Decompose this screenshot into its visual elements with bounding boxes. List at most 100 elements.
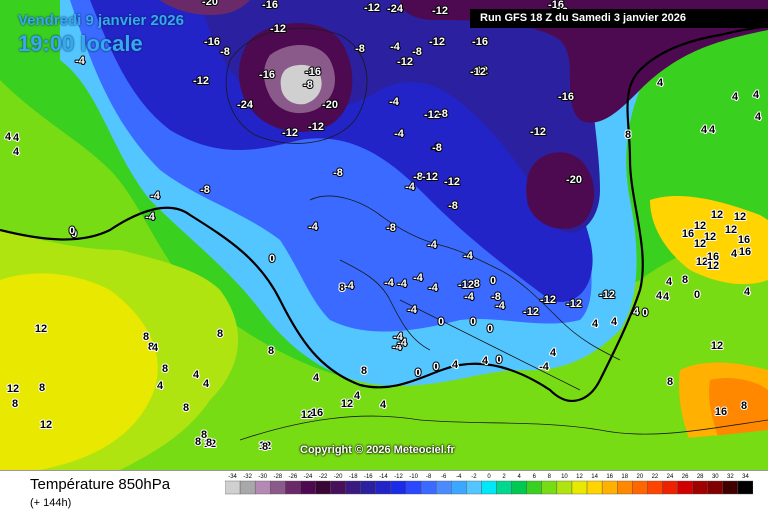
temperature-label: 0	[438, 316, 444, 328]
temperature-label: -16	[262, 0, 278, 11]
scale-swatch	[375, 480, 392, 495]
temperature-label: 12	[711, 209, 723, 221]
temperature-label: -12	[432, 5, 448, 17]
scale-swatch	[677, 480, 693, 495]
temperature-label: 4	[152, 342, 159, 354]
scale-tick-label: -6	[441, 474, 447, 480]
scale-swatch	[270, 480, 286, 495]
temperature-label: -12	[429, 36, 445, 48]
scale-tick-label: -32	[243, 474, 252, 480]
temperature-label: 8	[12, 398, 18, 410]
temperature-label: 12	[707, 260, 719, 272]
scale-swatch	[556, 480, 573, 495]
temperature-label: -12	[364, 2, 380, 14]
temperature-label: 8	[39, 382, 45, 394]
scale-tick-label: -2	[471, 474, 477, 480]
scale-tick-label: -26	[289, 474, 298, 480]
scale-tick-label: 6	[533, 474, 537, 480]
coastline-africa	[239, 415, 768, 441]
temperature-label: 16	[311, 407, 323, 419]
temperature-label: -4	[308, 221, 319, 233]
scale-tick-label: 34	[742, 474, 749, 480]
temperature-label: -8	[220, 46, 230, 58]
temperature-map: -20 -16 -24 -12 -16-12-16-8-4-8 -4 -8-12 -16-12…	[0, 0, 768, 470]
temperature-label: -4	[394, 128, 405, 140]
temperature-label: -8	[491, 291, 501, 303]
temperature-label: 0	[415, 367, 421, 379]
coastline-europe	[309, 195, 621, 391]
temperature-label: 4	[731, 248, 738, 260]
scale-tick-label: 16	[606, 474, 613, 480]
temperature-label: -12	[530, 126, 546, 138]
scale-swatch	[300, 480, 316, 495]
temperature-label: -4	[413, 272, 424, 284]
temperature-label: -4	[405, 181, 416, 193]
temperature-label: 8	[741, 400, 747, 412]
scale-tick-label: -30	[258, 474, 267, 480]
scale-tick-label: 20	[637, 474, 644, 480]
temperature-label: -4	[75, 55, 86, 67]
temperature-label: -12	[444, 176, 460, 188]
temperature-label: 0	[470, 316, 476, 328]
temperature-label: -12	[566, 298, 582, 310]
scale-tick-label: 8	[548, 474, 552, 480]
scale-tick-label: 4	[517, 474, 521, 480]
temperature-label: 4	[663, 291, 670, 303]
temperature-label: -4	[463, 250, 474, 262]
temperature-label: 0	[496, 354, 502, 366]
band-purple-northwest	[160, 0, 250, 15]
temperature-label: 0	[433, 361, 439, 373]
temperature-labels: -20 -16 -24 -12 -16-12-16-8-4-8 -4 -8-12 -16-12…	[4, 0, 763, 454]
temperature-label: 8	[195, 436, 201, 448]
temperature-label: 12	[725, 224, 737, 236]
temperature-label: 4	[193, 369, 200, 381]
temperature-label: -4	[397, 337, 408, 349]
temperature-label: -20	[322, 99, 338, 111]
band-purple-north	[400, 0, 768, 123]
copyright-notice: Copyright © 2026 Meteociel.fr	[300, 444, 455, 456]
scale-tick-label: -18	[349, 474, 358, 480]
temperature-label: 4	[157, 380, 164, 392]
temperature-label: 12	[204, 438, 216, 450]
temperature-label: -8	[355, 43, 365, 55]
temperature-label: -20	[202, 0, 218, 8]
scale-swatch	[722, 480, 739, 495]
temperature-label: -4	[495, 300, 506, 312]
temperature-label: 12	[40, 419, 52, 431]
temperature-label: 8	[201, 429, 207, 441]
temperature-label: 4	[354, 390, 361, 402]
scale-tick-label: -10	[409, 474, 418, 480]
scale-tick-label: 18	[621, 474, 628, 480]
valid-date: Vendredi 9 janvier 2026	[18, 12, 184, 29]
temperature-label: -12	[397, 56, 413, 68]
temperature-label: 12	[694, 220, 706, 232]
temperature-label: 4	[482, 355, 489, 367]
temperature-label: 4	[5, 131, 12, 143]
scale-tick-label: 30	[712, 474, 719, 480]
scale-tick-label: -28	[273, 474, 282, 480]
temperature-label: 8	[361, 365, 367, 377]
scale-swatch	[571, 480, 588, 495]
temperature-label: 4	[753, 89, 760, 101]
temperature-label: -12	[470, 66, 486, 78]
temperature-label: 4	[732, 91, 739, 103]
temperature-label: 4	[666, 276, 673, 288]
temperature-label: -16	[204, 36, 220, 48]
scale-swatch	[541, 480, 558, 495]
temperature-label: -4	[390, 41, 401, 53]
temperature-label: -8	[200, 184, 210, 196]
temperature-label: -8	[386, 222, 396, 234]
temperature-label: 12	[694, 238, 706, 250]
valid-time: 19:00 locale	[18, 31, 143, 56]
temperature-label: 4	[701, 124, 708, 136]
temperature-label: -12	[282, 127, 298, 139]
temperature-label: -8	[438, 108, 448, 120]
scale-swatch	[481, 480, 497, 495]
temperature-label: 12	[734, 211, 746, 223]
scale-swatch	[601, 480, 618, 495]
temperature-label: -16	[259, 69, 275, 81]
temperature-label: 8	[143, 331, 149, 343]
temperature-label: 12	[7, 383, 19, 395]
temperature-label: 4	[592, 318, 599, 330]
